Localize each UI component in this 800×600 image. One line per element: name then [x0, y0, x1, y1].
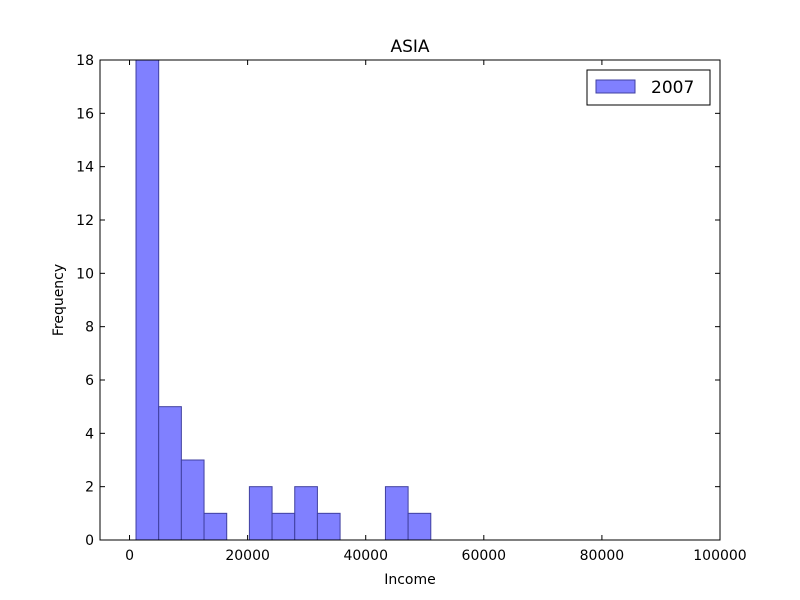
legend-label: 2007 — [651, 78, 694, 98]
chart-title: ASIA — [390, 37, 429, 57]
histogram-bar — [294, 486, 318, 541]
histogram-bar — [384, 486, 409, 541]
y-tick-label: 8 — [85, 320, 94, 336]
x-tick-label: 0 — [125, 548, 134, 564]
x-axis-label: Income — [384, 572, 436, 588]
y-tick-label: 0 — [85, 533, 94, 549]
histogram-bar — [158, 406, 182, 541]
y-axis-label: Frequency — [51, 264, 67, 336]
x-tick-label: 80000 — [580, 548, 625, 564]
y-tick-label: 10 — [76, 266, 94, 282]
tick-labels-group: 0 20000 40000 60000 80000 100000 0 2 4 6 8 10 12 14 16… — [76, 53, 747, 564]
x-tick-label: 40000 — [343, 548, 388, 564]
histogram-bar — [180, 459, 205, 541]
y-tick-label: 18 — [76, 53, 94, 69]
histogram-bar — [135, 59, 160, 541]
x-tick-label: 100000 — [693, 548, 746, 564]
x-tick-label: 60000 — [462, 548, 507, 564]
histogram-bar — [271, 512, 296, 541]
bars-group — [135, 59, 432, 541]
histogram-bar — [248, 486, 273, 541]
y-tick-label: 12 — [76, 213, 94, 229]
plot-frame — [99, 59, 721, 541]
y-tick-label: 6 — [85, 373, 94, 389]
y-tick-label: 16 — [76, 106, 94, 122]
y-tick-label: 14 — [76, 160, 94, 176]
histogram-bar — [203, 512, 228, 541]
histogram-bar — [316, 512, 341, 541]
x-tick-label: 20000 — [225, 548, 270, 564]
histogram-bar — [407, 512, 432, 541]
y-tick-label: 4 — [85, 426, 94, 442]
legend: 2007 — [586, 69, 711, 106]
y-tick-label: 2 — [85, 480, 94, 496]
legend-swatch — [595, 79, 636, 94]
